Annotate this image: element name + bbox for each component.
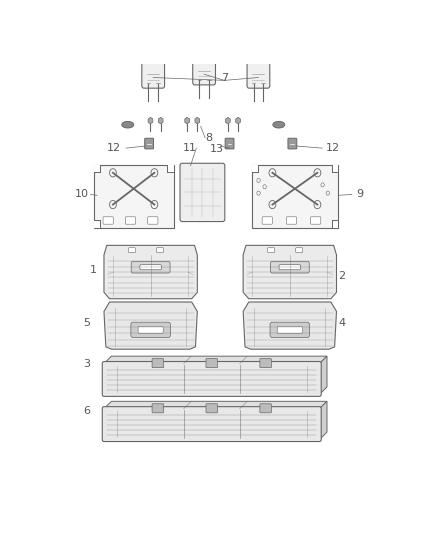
FancyBboxPatch shape [260, 359, 272, 368]
Text: 11: 11 [183, 143, 197, 153]
FancyBboxPatch shape [138, 326, 163, 334]
FancyBboxPatch shape [102, 407, 321, 441]
Bar [94, 165, 173, 228]
Text: 4: 4 [338, 318, 345, 327]
FancyBboxPatch shape [311, 217, 321, 224]
FancyBboxPatch shape [140, 265, 162, 270]
FancyBboxPatch shape [279, 265, 300, 270]
Polygon shape [104, 245, 197, 298]
Text: 12: 12 [326, 143, 340, 153]
FancyBboxPatch shape [156, 248, 163, 253]
FancyBboxPatch shape [296, 248, 303, 253]
Text: 5: 5 [84, 318, 91, 327]
Polygon shape [236, 117, 240, 124]
Bar [332, 221, 338, 228]
FancyBboxPatch shape [102, 361, 321, 397]
Polygon shape [320, 356, 327, 394]
Polygon shape [195, 117, 200, 124]
Bar [167, 165, 173, 172]
Text: 1: 1 [90, 265, 97, 275]
Text: 8: 8 [205, 133, 212, 143]
FancyBboxPatch shape [152, 404, 164, 413]
Text: 3: 3 [84, 359, 91, 369]
Polygon shape [226, 117, 230, 124]
FancyBboxPatch shape [131, 322, 170, 337]
FancyBboxPatch shape [180, 163, 225, 222]
FancyBboxPatch shape [152, 359, 164, 368]
FancyBboxPatch shape [193, 60, 215, 85]
Text: 6: 6 [84, 406, 91, 416]
Bar [251, 165, 258, 172]
FancyBboxPatch shape [128, 248, 135, 253]
Polygon shape [243, 302, 336, 349]
FancyBboxPatch shape [262, 217, 272, 224]
FancyBboxPatch shape [142, 63, 165, 88]
Polygon shape [185, 117, 190, 124]
Bar [94, 221, 100, 228]
FancyBboxPatch shape [145, 138, 154, 149]
FancyBboxPatch shape [206, 359, 218, 368]
Polygon shape [158, 117, 163, 124]
Text: 2: 2 [338, 271, 345, 281]
Ellipse shape [122, 122, 134, 128]
Polygon shape [243, 245, 336, 298]
Polygon shape [320, 401, 327, 440]
Polygon shape [104, 356, 327, 364]
Ellipse shape [273, 122, 285, 128]
FancyBboxPatch shape [288, 138, 297, 149]
Bar [94, 165, 100, 172]
Text: 9: 9 [357, 189, 364, 199]
Bar [332, 165, 338, 172]
FancyBboxPatch shape [131, 262, 170, 273]
Text: 13: 13 [210, 144, 224, 154]
FancyBboxPatch shape [247, 63, 270, 88]
FancyBboxPatch shape [125, 217, 136, 224]
FancyBboxPatch shape [260, 404, 272, 413]
FancyBboxPatch shape [206, 404, 218, 413]
FancyBboxPatch shape [103, 217, 113, 224]
FancyBboxPatch shape [268, 248, 275, 253]
Text: 12: 12 [107, 143, 121, 153]
FancyBboxPatch shape [277, 326, 302, 334]
FancyBboxPatch shape [286, 217, 297, 224]
Polygon shape [104, 401, 327, 409]
Bar [251, 165, 338, 228]
Polygon shape [148, 117, 153, 124]
FancyBboxPatch shape [148, 217, 158, 224]
FancyBboxPatch shape [225, 138, 234, 149]
Text: 10: 10 [75, 189, 89, 199]
Polygon shape [104, 302, 197, 349]
FancyBboxPatch shape [270, 322, 310, 337]
Text: 7: 7 [221, 74, 228, 83]
FancyBboxPatch shape [270, 262, 309, 273]
